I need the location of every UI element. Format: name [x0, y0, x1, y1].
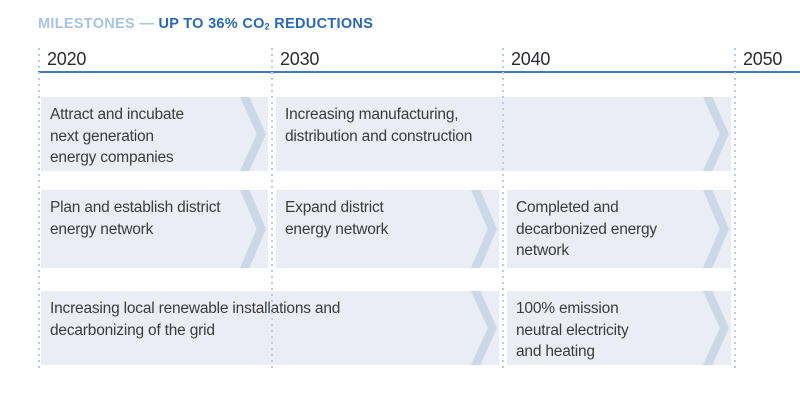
milestone-box-attract-incubate: Attract and incubate next generation ene…: [41, 97, 268, 171]
title-prefix: MILESTONES —: [38, 16, 159, 32]
timeline-axis-line: [38, 71, 800, 73]
milestone-text: Increasing local renewable installations…: [50, 300, 341, 339]
title-highlight-text: UP TO 36% CO: [158, 16, 265, 32]
co2-subscript: 2: [264, 21, 270, 32]
milestone-box-emission-neutral: 100% emission neutral electricity and he…: [507, 291, 731, 365]
milestone-box-plan-district-energy: Plan and establish district energy netwo…: [41, 190, 268, 268]
title-highlight: UP TO 36% CO2 REDUCTIONS: [158, 16, 373, 32]
gridline-2020: [38, 48, 40, 370]
milestone-box-expand-district-energy: Expand district energy network: [276, 190, 499, 268]
milestone-text: 100% emission neutral electricity and he…: [516, 300, 629, 360]
page-title: MILESTONES — UP TO 36% CO2 REDUCTIONS: [38, 16, 373, 32]
gridline-2030: [271, 48, 273, 370]
title-highlight-tail: REDUCTIONS: [269, 16, 374, 32]
milestone-text: Attract and incubate next generation ene…: [50, 106, 184, 166]
gridline-2050: [734, 48, 736, 370]
milestone-box-local-renewables: Increasing local renewable installations…: [41, 291, 499, 365]
milestone-text: Completed and decarbonized energy networ…: [516, 199, 657, 259]
milestone-text: Expand district energy network: [285, 199, 389, 238]
milestone-text: Increasing manufacturing, distribution a…: [285, 106, 473, 145]
year-label-2040: 2040: [511, 49, 551, 69]
year-label-2020: 2020: [47, 49, 87, 69]
year-label-2030: 2030: [280, 49, 320, 69]
milestone-text: Plan and establish district energy netwo…: [50, 199, 221, 238]
year-label-2050: 2050: [743, 49, 783, 69]
milestone-box-completed-decarbonized: Completed and decarbonized energy networ…: [507, 190, 731, 268]
gridline-2040: [502, 48, 504, 370]
